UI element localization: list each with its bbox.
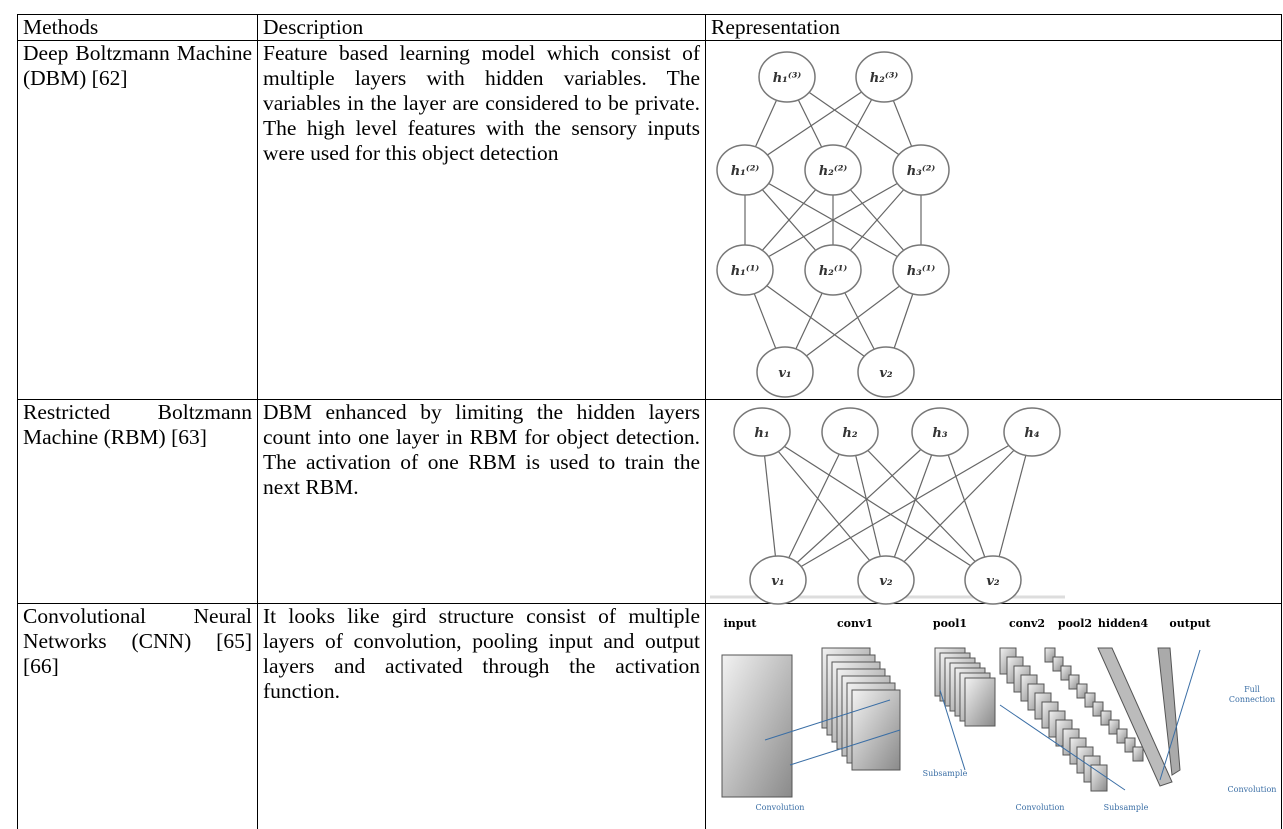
representation-cell bbox=[705, 603, 1282, 829]
description-cell: DBM enhanced by limiting the hidden laye… bbox=[257, 399, 706, 604]
representation-cell bbox=[705, 399, 1282, 604]
header-cell: Representation bbox=[705, 14, 1282, 41]
header-cell: Methods bbox=[17, 14, 258, 41]
table-row: Convolutional Neural Networks (CNN) [65]… bbox=[17, 603, 1282, 829]
description-cell: Feature based learning model which consi… bbox=[257, 40, 706, 400]
method-cell: Restricted Boltzmann Machine (RBM) [63] bbox=[17, 399, 258, 604]
description-cell: It looks like gird structure consist of … bbox=[257, 603, 706, 829]
representation-cell bbox=[705, 40, 1282, 400]
table-row: Deep Boltzmann Machine (DBM) [62] Featur… bbox=[17, 40, 1282, 400]
method-cell: Convolutional Neural Networks (CNN) [65]… bbox=[17, 603, 258, 829]
header-cell: Description bbox=[257, 14, 706, 41]
table-row: Restricted Boltzmann Machine (RBM) [63] … bbox=[17, 399, 1282, 604]
method-cell: Deep Boltzmann Machine (DBM) [62] bbox=[17, 40, 258, 400]
methods-table: Methods Description Representation Deep … bbox=[17, 14, 1282, 829]
header-row: Methods Description Representation bbox=[17, 14, 1282, 41]
